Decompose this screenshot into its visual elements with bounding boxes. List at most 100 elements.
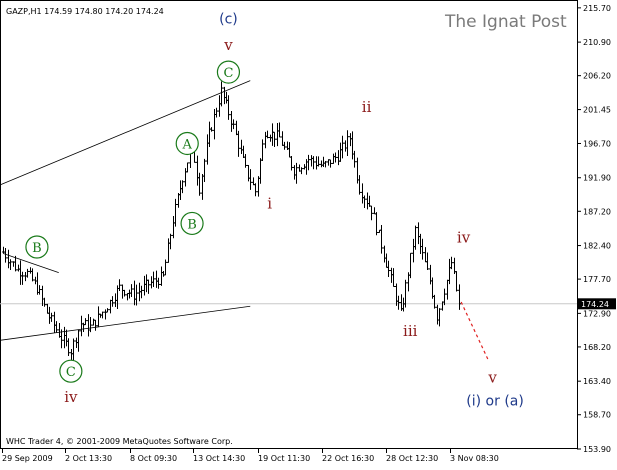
ohlc-bar [101, 311, 104, 319]
x-tick-label: 19 Oct 11:30 [258, 454, 310, 463]
watermark: The Ignat Post [444, 12, 567, 32]
y-tick-label: 158.70 [583, 411, 611, 420]
ohlc-bar [266, 130, 269, 139]
wave-A-text: A [182, 137, 193, 152]
ohlc-bar [220, 81, 223, 107]
ohlc-bar [60, 329, 63, 349]
ohlc-bar [329, 159, 332, 168]
x-tick-label: 8 Oct 09:30 [130, 454, 177, 463]
ohlc-bar [409, 252, 412, 279]
ohlc-bar [186, 162, 189, 173]
ohlc-bar [55, 321, 58, 333]
projection-line [460, 301, 489, 360]
ohlc-bar [106, 308, 109, 313]
ohlc-bar [397, 295, 400, 310]
ohlc-bar [9, 259, 12, 270]
ohlc-bar [26, 268, 29, 278]
ohlc-bar [443, 288, 446, 306]
ohlc-bar [174, 198, 177, 227]
price-bars [2, 81, 461, 363]
wave-iv-right: iv [457, 229, 471, 247]
ohlc-bar [414, 225, 417, 250]
ohlc-bar [341, 135, 344, 159]
y-tick-label: 191.90 [583, 174, 611, 183]
ohlc-bar [455, 271, 458, 292]
ohlc-bar [387, 260, 390, 277]
wave-C-top: C [216, 60, 241, 84]
ohlc-bar [317, 156, 320, 167]
ohlc-bar [50, 312, 53, 322]
y-tick-label: 172.90 [583, 309, 611, 318]
ohlc-bar [203, 158, 206, 182]
x-tick-label: 29 Sep 2009 [2, 454, 53, 463]
x-axis-ticks: 29 Sep 2009 2 Oct 13:30 8 Oct 09:30 13 Oct … [2, 449, 499, 463]
wave-B-right: B [180, 211, 204, 236]
ohlc-bar [89, 317, 92, 333]
footer-copyright: WHC Trader 4, © 2001-2009 MetaQuotes Sof… [6, 437, 233, 446]
ohlc-bar [198, 172, 201, 196]
ohlc-bar [227, 95, 230, 120]
y-tick-label: 206.20 [583, 72, 611, 81]
ohlc-bar [67, 338, 70, 357]
ohlc-bar [392, 268, 395, 287]
ohlc-bar [14, 255, 17, 272]
ohlc-bar [353, 150, 356, 168]
wave-C-bottom: C [59, 359, 83, 383]
y-tick-label: 163.40 [583, 377, 611, 386]
wave-v-top: v [223, 36, 233, 54]
ohlc-bar [426, 252, 429, 270]
x-tick-label: 2 Oct 13:30 [65, 454, 112, 463]
ohlc-bar [232, 119, 235, 130]
x-tick-label: 13 Oct 14:30 [193, 454, 245, 463]
wave-c-paren: (c) [219, 12, 238, 28]
ohlc-bar [72, 338, 75, 363]
wave-v-bottom: v [487, 369, 497, 387]
ohlc-bar [458, 284, 461, 310]
y-tick-label: 196.70 [583, 139, 611, 148]
ohlc-bar [375, 212, 378, 236]
wave-C-bottom-text: C [66, 365, 76, 380]
wave-A: A [175, 131, 199, 156]
ohlc-bar [300, 167, 303, 175]
wave-B-right-text: B [187, 217, 197, 232]
ohlc-bar [164, 259, 167, 276]
last-price-marker: 174.24 [578, 298, 616, 310]
ohlc-bar [31, 268, 34, 282]
last-price-box [578, 298, 616, 310]
ohlc-bar [438, 308, 441, 327]
y-tick-label: 210.90 [583, 38, 611, 47]
wave-iv-bottom: iv [64, 388, 78, 406]
x-tick-label: 22 Oct 16:30 [322, 454, 374, 463]
y-tick-label: 168.20 [583, 343, 611, 352]
ohlc-bar [169, 233, 172, 250]
y-tick-label: 187.20 [583, 207, 611, 216]
ohlc-bar [380, 224, 383, 254]
ohlc-bar [450, 256, 453, 270]
ohlc-bar [152, 271, 155, 287]
ohlc-bar [249, 169, 252, 190]
ohlc-bar [21, 271, 24, 285]
ohlc-bar [421, 238, 424, 260]
upper-channel [0, 80, 251, 186]
wave-iii: iii [403, 322, 418, 340]
wave-B-left: B [25, 235, 49, 259]
ohlc-bar [433, 294, 436, 309]
y-tick-label: 153.90 [583, 445, 611, 454]
ohlc-bar [123, 289, 126, 297]
y-axis-ticks: 215.70 210.90 206.20 201.45 196.70 191.90 187.… [577, 4, 611, 454]
ohlc-bar [346, 130, 349, 157]
wave-b-line [2, 253, 59, 274]
ohlc-bar [215, 107, 218, 118]
y-tick-label: 215.70 [583, 4, 611, 13]
ohlc-bar [334, 152, 337, 163]
ohlc-bar [290, 155, 293, 171]
ohlc-bar [254, 183, 257, 197]
ohlc-bar [38, 285, 41, 295]
ohlc-bar [210, 127, 213, 132]
ohlc-bar [77, 329, 80, 352]
ohlc-bar [404, 279, 407, 308]
ohlc-bar [283, 141, 286, 150]
ohlc-bar [273, 131, 276, 148]
lower-channel [0, 305, 251, 341]
